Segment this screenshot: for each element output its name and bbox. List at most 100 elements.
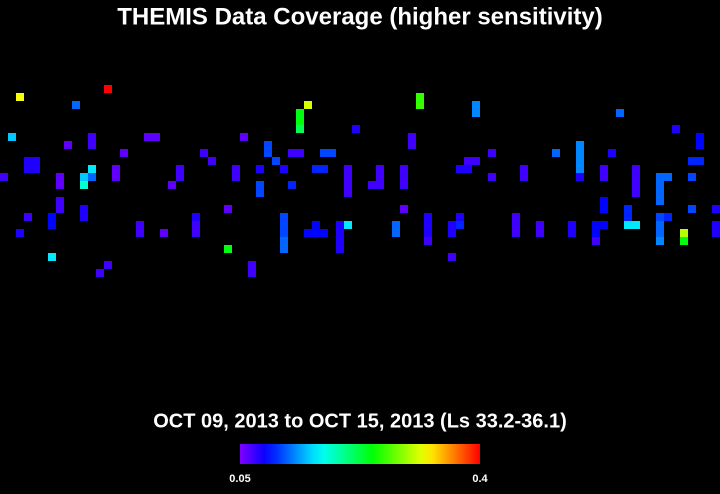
cell <box>688 173 696 181</box>
cell <box>248 269 256 277</box>
cell <box>600 197 608 205</box>
cell <box>552 149 560 157</box>
cell <box>424 221 432 229</box>
colorbar-tick-label: 0.05 <box>229 473 250 485</box>
cell <box>512 229 520 237</box>
cell <box>664 213 672 221</box>
cell <box>72 101 80 109</box>
cell <box>336 221 344 229</box>
cell <box>16 229 24 237</box>
cell <box>600 205 608 213</box>
cell <box>616 109 624 117</box>
cell <box>376 173 384 181</box>
cell <box>632 173 640 181</box>
cell <box>600 165 608 173</box>
cell <box>64 141 72 149</box>
cell <box>392 229 400 237</box>
cell <box>88 173 96 181</box>
cell <box>408 141 416 149</box>
cell <box>80 205 88 213</box>
cell <box>8 133 16 141</box>
cell <box>592 237 600 245</box>
cell <box>712 205 720 213</box>
cell <box>512 221 520 229</box>
cell <box>48 213 56 221</box>
cell <box>144 133 152 141</box>
cell <box>48 253 56 261</box>
cell <box>336 237 344 245</box>
cell <box>576 149 584 157</box>
cell <box>488 149 496 157</box>
cell <box>520 173 528 181</box>
cell <box>376 165 384 173</box>
cell <box>456 213 464 221</box>
cell <box>56 181 64 189</box>
cell <box>448 229 456 237</box>
cell <box>256 189 264 197</box>
cell <box>248 261 256 269</box>
cell <box>680 237 688 245</box>
cell <box>80 173 88 181</box>
cell <box>400 181 408 189</box>
cell <box>136 229 144 237</box>
cell <box>568 221 576 229</box>
cell <box>408 133 416 141</box>
cell <box>424 229 432 237</box>
cell <box>336 245 344 253</box>
cell <box>256 181 264 189</box>
cell <box>280 229 288 237</box>
cell <box>160 229 168 237</box>
cell <box>464 165 472 173</box>
cell <box>456 221 464 229</box>
cell <box>112 165 120 173</box>
cell <box>280 165 288 173</box>
cell <box>224 245 232 253</box>
cell <box>656 189 664 197</box>
cell <box>120 149 128 157</box>
cell <box>632 189 640 197</box>
cell <box>344 189 352 197</box>
cell <box>688 205 696 213</box>
cell <box>56 173 64 181</box>
cell <box>624 221 632 229</box>
cell <box>240 133 248 141</box>
cell <box>656 237 664 245</box>
cell <box>280 221 288 229</box>
cell <box>656 221 664 229</box>
cell <box>344 173 352 181</box>
cell <box>344 221 352 229</box>
cell <box>312 165 320 173</box>
cell <box>208 157 216 165</box>
cell <box>472 157 480 165</box>
cell <box>632 181 640 189</box>
cell <box>104 85 112 93</box>
cell <box>232 173 240 181</box>
cell <box>96 269 104 277</box>
cell <box>592 229 600 237</box>
cell <box>328 149 336 157</box>
cell <box>536 229 544 237</box>
cell <box>336 229 344 237</box>
cell <box>168 181 176 189</box>
cell <box>656 229 664 237</box>
cell <box>280 213 288 221</box>
cell <box>712 229 720 237</box>
cell <box>192 229 200 237</box>
cell <box>680 229 688 237</box>
cell <box>568 229 576 237</box>
cell <box>368 181 376 189</box>
cell <box>32 157 40 165</box>
cell <box>232 165 240 173</box>
cell <box>88 141 96 149</box>
cell <box>416 93 424 101</box>
cell <box>472 101 480 109</box>
cell <box>344 181 352 189</box>
cell <box>624 205 632 213</box>
cell <box>688 157 696 165</box>
cell <box>520 165 528 173</box>
cell <box>88 165 96 173</box>
cell <box>576 157 584 165</box>
cell <box>152 133 160 141</box>
cell <box>424 213 432 221</box>
cell <box>24 157 32 165</box>
